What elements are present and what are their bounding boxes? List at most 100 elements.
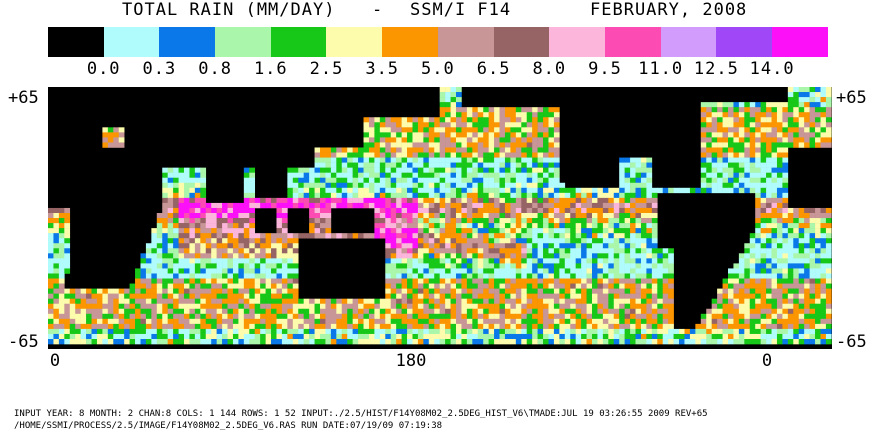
ocean-cell bbox=[423, 253, 430, 259]
ocean-cell bbox=[755, 192, 761, 199]
ocean-cell bbox=[385, 238, 392, 244]
ocean-cell bbox=[140, 313, 147, 320]
ocean-cell bbox=[651, 323, 658, 330]
ocean-cell bbox=[265, 288, 272, 294]
ocean-cell bbox=[58, 333, 65, 340]
ocean-cell bbox=[151, 233, 158, 239]
ocean-cell bbox=[287, 258, 294, 264]
ocean-cell bbox=[771, 318, 778, 325]
ocean-cell bbox=[298, 167, 304, 173]
ocean-cell bbox=[232, 313, 239, 320]
ocean-cell bbox=[668, 323, 674, 330]
ocean-cell bbox=[820, 233, 827, 239]
ocean-cell bbox=[825, 313, 832, 320]
ocean-cell bbox=[249, 333, 256, 340]
ocean-cell bbox=[711, 112, 718, 118]
ocean-cell bbox=[738, 122, 745, 128]
ocean-cell bbox=[281, 303, 288, 310]
ocean-cell bbox=[162, 182, 168, 189]
ocean-cell bbox=[472, 167, 479, 173]
ocean-cell bbox=[543, 253, 549, 259]
ocean-cell bbox=[564, 223, 571, 229]
ocean-cell bbox=[363, 142, 370, 148]
rain-map bbox=[48, 87, 832, 349]
ocean-cell bbox=[532, 112, 538, 118]
ocean-cell bbox=[553, 137, 560, 143]
ocean-cell bbox=[461, 192, 468, 199]
ocean-cell bbox=[423, 283, 430, 289]
ocean-cell bbox=[722, 172, 729, 179]
ocean-cell bbox=[548, 137, 555, 143]
ocean-cell bbox=[744, 318, 751, 325]
ocean-cell bbox=[483, 278, 489, 284]
ocean-cell bbox=[374, 117, 381, 123]
ocean-cell bbox=[755, 172, 761, 179]
ocean-cell bbox=[461, 202, 468, 209]
ocean-cell bbox=[477, 323, 484, 330]
ocean-cell bbox=[613, 207, 620, 214]
ocean-cell bbox=[292, 328, 299, 335]
ocean-cell bbox=[189, 218, 196, 224]
ocean-cell bbox=[53, 278, 60, 284]
ocean-cell bbox=[445, 152, 451, 158]
ocean-cell bbox=[423, 127, 430, 133]
ocean-cell bbox=[809, 102, 816, 108]
ocean-cell bbox=[368, 167, 375, 173]
ocean-cell bbox=[695, 323, 702, 330]
ocean-cell bbox=[793, 308, 800, 315]
ocean-cell bbox=[477, 207, 484, 214]
ocean-cell bbox=[749, 253, 756, 259]
ocean-cell bbox=[499, 182, 506, 189]
ocean-cell bbox=[265, 293, 272, 299]
ocean-cell bbox=[570, 303, 576, 310]
ocean-cell bbox=[314, 192, 321, 199]
ocean-cell bbox=[760, 152, 767, 158]
ocean-cell bbox=[815, 207, 821, 214]
ocean-cell bbox=[211, 218, 217, 224]
ocean-cell bbox=[494, 137, 500, 143]
ocean-cell bbox=[271, 233, 277, 239]
ocean-cell bbox=[543, 248, 549, 254]
ocean-cell bbox=[287, 273, 294, 279]
ocean-cell bbox=[194, 182, 201, 189]
ocean-cell bbox=[407, 147, 413, 153]
ocean-cell bbox=[407, 197, 413, 204]
ocean-cell bbox=[107, 313, 114, 320]
ocean-cell bbox=[521, 328, 528, 335]
ocean-cell bbox=[385, 117, 392, 123]
ocean-cell bbox=[96, 288, 103, 294]
ocean-cell bbox=[488, 218, 495, 224]
ocean-cell bbox=[733, 127, 740, 133]
ocean-cell bbox=[526, 218, 533, 224]
ocean-cell bbox=[815, 122, 821, 128]
ocean-cell bbox=[450, 258, 457, 264]
ocean-cell bbox=[548, 273, 555, 279]
ocean-cell bbox=[407, 187, 413, 194]
ocean-cell bbox=[167, 172, 174, 179]
ocean-cell bbox=[439, 213, 446, 219]
ocean-cell bbox=[706, 142, 712, 148]
ocean-cell bbox=[766, 137, 772, 143]
ocean-cell bbox=[276, 333, 283, 340]
ocean-cell bbox=[543, 293, 549, 299]
ocean-cell bbox=[477, 233, 484, 239]
ocean-cell bbox=[532, 192, 538, 199]
ocean-cell bbox=[281, 298, 288, 305]
ocean-cell bbox=[330, 157, 337, 163]
ocean-cell bbox=[423, 142, 430, 148]
ocean-cell bbox=[613, 233, 620, 239]
ocean-cell bbox=[510, 263, 517, 269]
ocean-cell bbox=[570, 197, 576, 204]
ocean-cell bbox=[619, 288, 625, 294]
ocean-cell bbox=[706, 127, 712, 133]
ocean-cell bbox=[619, 293, 625, 299]
ocean-cell bbox=[287, 172, 294, 179]
ocean-cell bbox=[238, 339, 245, 345]
ocean-cell bbox=[184, 308, 190, 315]
ocean-cell bbox=[363, 298, 370, 305]
ocean-cell bbox=[423, 293, 430, 299]
ocean-cell bbox=[613, 223, 620, 229]
ocean-cell bbox=[809, 238, 816, 244]
ocean-cell bbox=[602, 333, 609, 340]
ocean-cell bbox=[466, 132, 473, 138]
